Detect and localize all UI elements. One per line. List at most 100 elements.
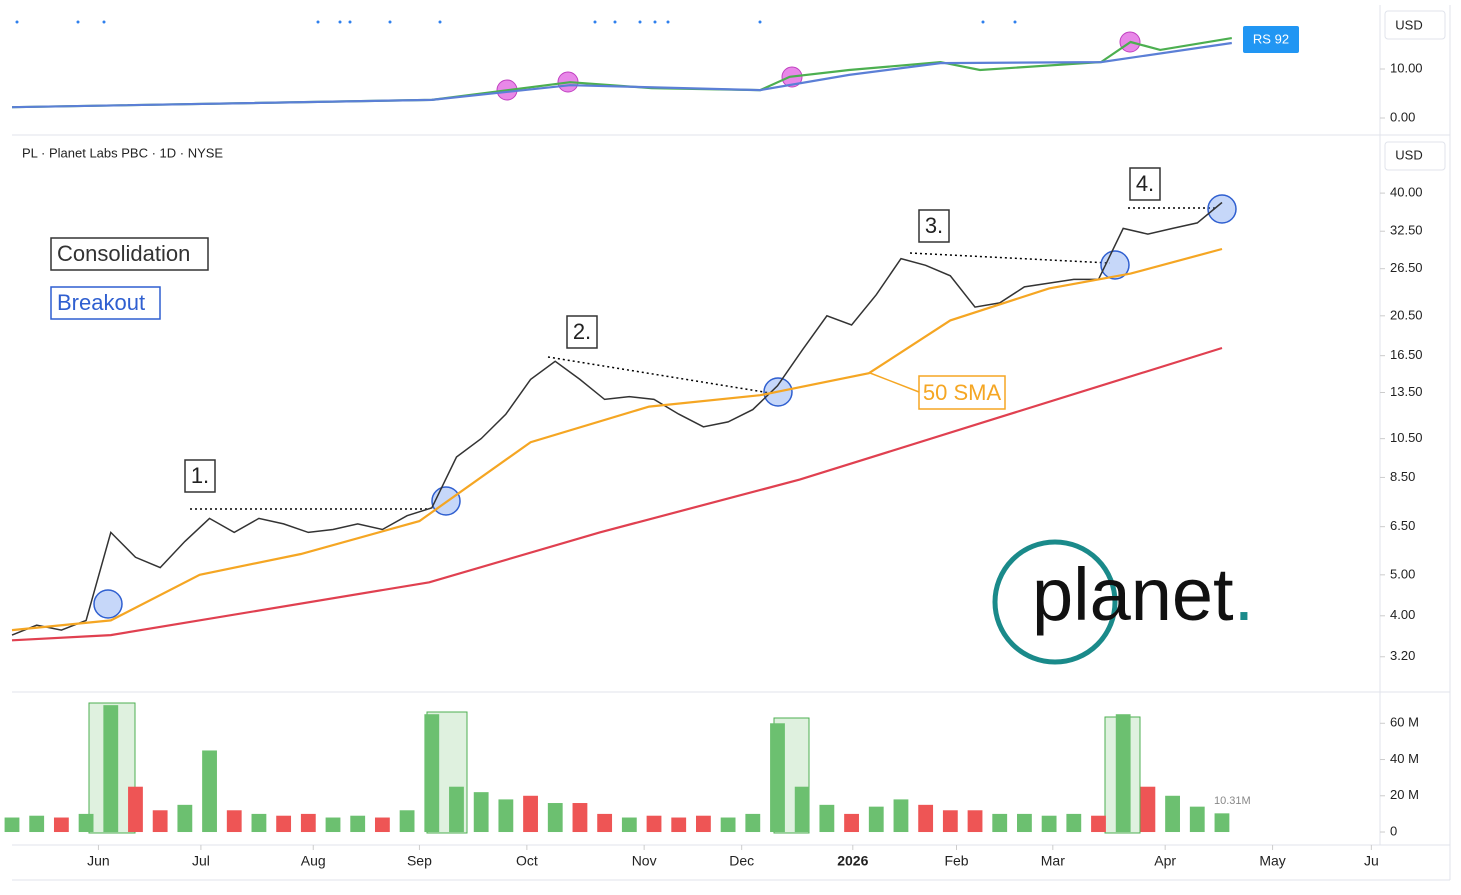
volume-bar — [4, 817, 20, 833]
x-tick-label: Jun — [87, 853, 110, 869]
volume-bar — [646, 815, 662, 833]
y-tick-label: 20.50 — [1390, 307, 1423, 322]
volume-bar — [498, 799, 514, 833]
volume-bar — [844, 813, 859, 833]
stage-label: 2. — [573, 319, 591, 344]
volume-bar — [1140, 786, 1156, 833]
stage-label: 4. — [1136, 171, 1154, 196]
logo-word: planet — [1032, 553, 1234, 636]
currency-box[interactable] — [1384, 10, 1446, 40]
volume-bar — [868, 806, 884, 833]
y-tick-label: 16.50 — [1390, 347, 1423, 362]
volume-bar — [720, 817, 736, 833]
volume-bar — [449, 786, 464, 833]
y-tick-label: 10.00 — [1390, 60, 1423, 75]
y-tick-label: 26.50 — [1390, 260, 1423, 275]
currency[interactable]: USD — [1395, 17, 1422, 32]
volume-bar — [1066, 813, 1082, 833]
volume-bar — [53, 817, 69, 833]
volume-bar — [202, 750, 217, 833]
series-line — [11, 247, 1223, 632]
x-tick-label: Aug — [301, 853, 326, 869]
y-tick-label: 5.00 — [1390, 566, 1415, 581]
series-line — [11, 41, 1232, 109]
y-tick-label: 60 M — [1390, 715, 1419, 730]
volume-bar — [547, 803, 563, 833]
y-tick-label: 32.50 — [1390, 223, 1423, 238]
legend-box — [50, 286, 161, 320]
x-tick-label: Feb — [944, 853, 968, 869]
signal-dots — [15, 20, 1017, 24]
symbol-title: PL · Planet Labs PBC · 1D · NYSE — [22, 145, 223, 160]
volume-bar — [1041, 815, 1057, 833]
volume-bar — [621, 817, 637, 833]
volume-bar — [696, 815, 711, 833]
currency[interactable]: USD — [1395, 147, 1422, 162]
volume-bar — [893, 799, 909, 833]
volume-bar — [819, 804, 835, 833]
y-tick-label: 0.00 — [1390, 109, 1415, 124]
volume-bar — [350, 815, 366, 833]
y-tick-label: 8.50 — [1390, 469, 1415, 484]
volume-bar — [671, 817, 687, 833]
volume-bar — [276, 815, 292, 833]
rs-tag — [1243, 26, 1299, 53]
x-tick-label: 2026 — [837, 853, 868, 869]
volume-bar — [1091, 815, 1106, 833]
volume-bar — [473, 792, 489, 833]
volume-bar — [78, 813, 94, 833]
sma-label: 50 SMA — [923, 380, 1002, 405]
x-tick-label: Dec — [729, 853, 754, 869]
y-tick-label: 0 — [1390, 823, 1397, 838]
volume-bar — [1165, 795, 1180, 833]
volume-bar — [745, 813, 761, 833]
label-box — [566, 315, 598, 349]
volume-bar — [399, 810, 415, 833]
sma-box — [918, 375, 1006, 410]
volume-bar — [103, 705, 119, 833]
x-tick-label: Sep — [407, 853, 432, 869]
x-tick-label: Mar — [1041, 853, 1065, 869]
volume-bar — [325, 817, 341, 833]
currency-box[interactable] — [1384, 141, 1446, 171]
x-tick-label: May — [1259, 853, 1285, 869]
volume-bar — [177, 804, 193, 833]
volume-bar — [1214, 813, 1230, 833]
volume-bar — [918, 804, 934, 833]
volume-bar — [572, 803, 588, 833]
label-box — [184, 459, 216, 493]
y-tick-label: 40.00 — [1390, 185, 1423, 200]
logo-ring — [992, 539, 1118, 665]
volume-bar — [226, 810, 242, 833]
volume-bar — [424, 714, 440, 833]
volume-bar — [1189, 806, 1205, 833]
legend-consolidation: Consolidation — [57, 241, 190, 266]
volume-bar — [1115, 714, 1131, 833]
volume-bar — [942, 810, 958, 833]
volume-bar — [128, 786, 143, 833]
legend-breakout: Breakout — [57, 290, 145, 315]
volume-bar — [1017, 813, 1032, 833]
series-line — [11, 346, 1223, 642]
x-tick-label: Apr — [1154, 853, 1176, 869]
x-tick-label: Jul — [192, 853, 210, 869]
y-tick-label: 40 M — [1390, 751, 1419, 766]
volume-bar — [29, 815, 45, 833]
value-label: 10.31M — [1214, 795, 1251, 807]
volume-bar — [374, 817, 390, 833]
volume-bar — [597, 813, 613, 833]
volume-bar — [300, 813, 316, 833]
series-line — [11, 37, 1232, 109]
volume-bar — [251, 813, 267, 833]
volume-bar — [794, 786, 810, 833]
volume-bar — [523, 795, 538, 833]
logo-dot: . — [1234, 553, 1255, 636]
connector — [869, 372, 920, 393]
volume-bar — [770, 723, 785, 833]
y-tick-label: 4.00 — [1390, 607, 1415, 622]
label-box — [1129, 167, 1161, 201]
resistance-line — [190, 207, 1215, 510]
stage-label: 1. — [191, 463, 209, 488]
